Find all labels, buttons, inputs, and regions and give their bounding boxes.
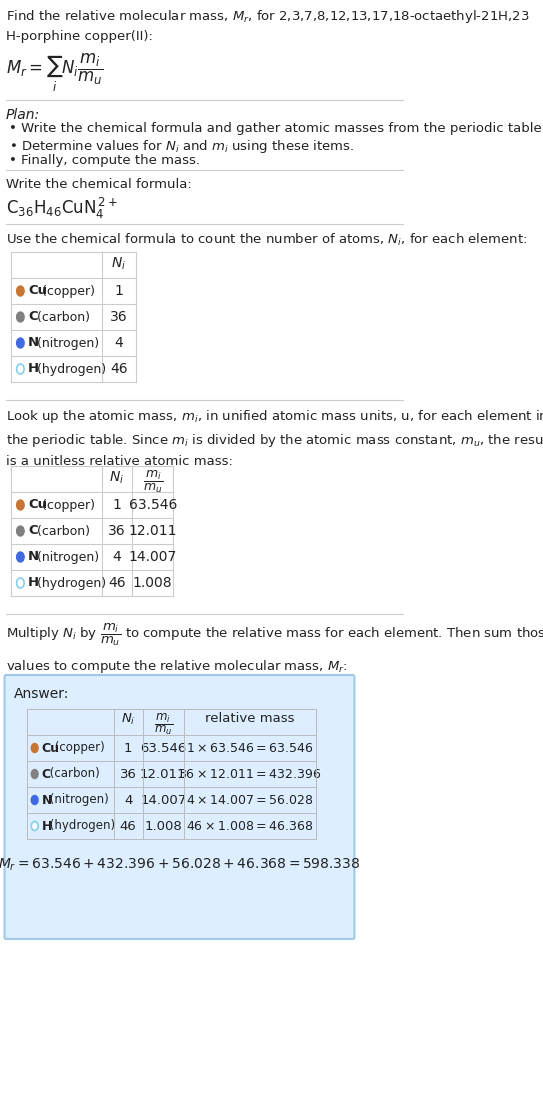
FancyBboxPatch shape [4, 675, 355, 939]
Text: C: C [41, 768, 50, 780]
Text: Write the chemical formula:: Write the chemical formula: [6, 178, 192, 191]
Text: $N_i$: $N_i$ [121, 712, 135, 728]
Text: Find the relative molecular mass, $M_r$, for 2,3,7,8,12,13,17,18-octaethyl-21H,2: Find the relative molecular mass, $M_r$,… [6, 8, 529, 43]
Text: Cu: Cu [28, 499, 47, 512]
Text: (carbon): (carbon) [46, 768, 100, 780]
Text: 63.546: 63.546 [140, 742, 186, 755]
Text: 63.546: 63.546 [129, 498, 177, 512]
Text: H: H [28, 362, 39, 375]
Text: $36 \times 12.011 = 432.396$: $36 \times 12.011 = 432.396$ [179, 768, 321, 780]
Text: (hydrogen): (hydrogen) [33, 362, 106, 375]
Text: $M_r = \sum_i N_i \dfrac{m_i}{m_u}$: $M_r = \sum_i N_i \dfrac{m_i}{m_u}$ [6, 53, 103, 94]
Circle shape [17, 526, 24, 536]
Text: 36: 36 [120, 768, 137, 780]
Text: $1 \times 63.546 = 63.546$: $1 \times 63.546 = 63.546$ [186, 742, 314, 755]
Circle shape [17, 338, 24, 348]
Text: (hydrogen): (hydrogen) [46, 819, 116, 833]
Text: N: N [28, 337, 39, 349]
Text: C: C [28, 311, 37, 324]
Text: 46: 46 [110, 362, 128, 376]
Text: 36: 36 [110, 310, 128, 324]
Text: 4: 4 [112, 550, 121, 565]
Circle shape [31, 744, 38, 753]
Circle shape [17, 286, 24, 296]
Circle shape [31, 795, 38, 804]
Circle shape [17, 500, 24, 510]
Text: (nitrogen): (nitrogen) [33, 337, 99, 349]
Text: 12.011: 12.011 [140, 768, 186, 780]
Text: Multiply $N_i$ by $\dfrac{m_i}{m_u}$ to compute the relative mass for each eleme: Multiply $N_i$ by $\dfrac{m_i}{m_u}$ to … [6, 622, 543, 675]
Text: $4 \times 14.007 = 56.028$: $4 \times 14.007 = 56.028$ [186, 793, 314, 806]
Text: (copper): (copper) [39, 284, 96, 298]
Text: 1.008: 1.008 [144, 819, 182, 833]
Text: Answer:: Answer: [14, 687, 69, 701]
Text: • Determine values for $N_i$ and $m_i$ using these items.: • Determine values for $N_i$ and $m_i$ u… [9, 138, 354, 155]
Text: 36: 36 [108, 524, 125, 538]
Text: 4: 4 [124, 793, 132, 806]
Text: • Write the chemical formula and gather atomic masses from the periodic table.: • Write the chemical formula and gather … [9, 123, 543, 135]
Text: (carbon): (carbon) [33, 311, 90, 324]
Text: 14.007: 14.007 [129, 550, 177, 565]
Text: H: H [41, 819, 52, 833]
Text: $M_r = 63.546 + 432.396 + 56.028 + 46.368 = 598.338$: $M_r = 63.546 + 432.396 + 56.028 + 46.36… [0, 857, 361, 873]
Text: 12.011: 12.011 [129, 524, 177, 538]
Circle shape [17, 552, 24, 562]
Text: (copper): (copper) [39, 499, 96, 512]
Text: 46: 46 [120, 819, 137, 833]
Text: N: N [41, 793, 52, 806]
Text: N: N [28, 550, 39, 563]
Text: 1: 1 [112, 498, 121, 512]
Circle shape [17, 578, 24, 587]
Text: relative mass: relative mass [205, 712, 295, 725]
Circle shape [17, 312, 24, 322]
Text: H: H [28, 577, 39, 590]
Text: Cu: Cu [28, 284, 47, 298]
Text: $\dfrac{m_i}{m_u}$: $\dfrac{m_i}{m_u}$ [143, 469, 163, 496]
Text: 1.008: 1.008 [133, 577, 173, 590]
Text: 4: 4 [115, 336, 123, 350]
Circle shape [17, 364, 24, 374]
Circle shape [31, 822, 38, 830]
Text: Use the chemical formula to count the number of atoms, $N_i$, for each element:: Use the chemical formula to count the nu… [6, 232, 527, 248]
Text: $N_i$: $N_i$ [109, 470, 124, 487]
Text: 14.007: 14.007 [140, 793, 186, 806]
Text: C: C [28, 524, 37, 537]
Text: $\dfrac{m_i}{m_u}$: $\dfrac{m_i}{m_u}$ [154, 711, 173, 737]
Circle shape [31, 769, 38, 779]
Text: 46: 46 [108, 577, 125, 590]
Text: Cu: Cu [41, 742, 60, 755]
Text: (nitrogen): (nitrogen) [33, 550, 99, 563]
Text: (carbon): (carbon) [33, 524, 90, 537]
Text: $\mathrm{C}_{36}\mathrm{H}_{46}\mathrm{Cu}\mathrm{N}_4^{\,2+}$: $\mathrm{C}_{36}\mathrm{H}_{46}\mathrm{C… [6, 196, 118, 221]
Text: Look up the atomic mass, $m_i$, in unified atomic mass units, u, for each elemen: Look up the atomic mass, $m_i$, in unifi… [6, 408, 543, 468]
Text: • Finally, compute the mass.: • Finally, compute the mass. [9, 154, 200, 167]
Text: $46 \times 1.008 = 46.368$: $46 \times 1.008 = 46.368$ [186, 819, 314, 833]
Text: (hydrogen): (hydrogen) [33, 577, 106, 590]
Text: Plan:: Plan: [6, 108, 40, 123]
Text: 1: 1 [124, 742, 132, 755]
Text: (nitrogen): (nitrogen) [46, 793, 109, 806]
Text: $N_i$: $N_i$ [111, 256, 127, 272]
Text: (copper): (copper) [51, 742, 105, 755]
Text: 1: 1 [115, 284, 123, 298]
